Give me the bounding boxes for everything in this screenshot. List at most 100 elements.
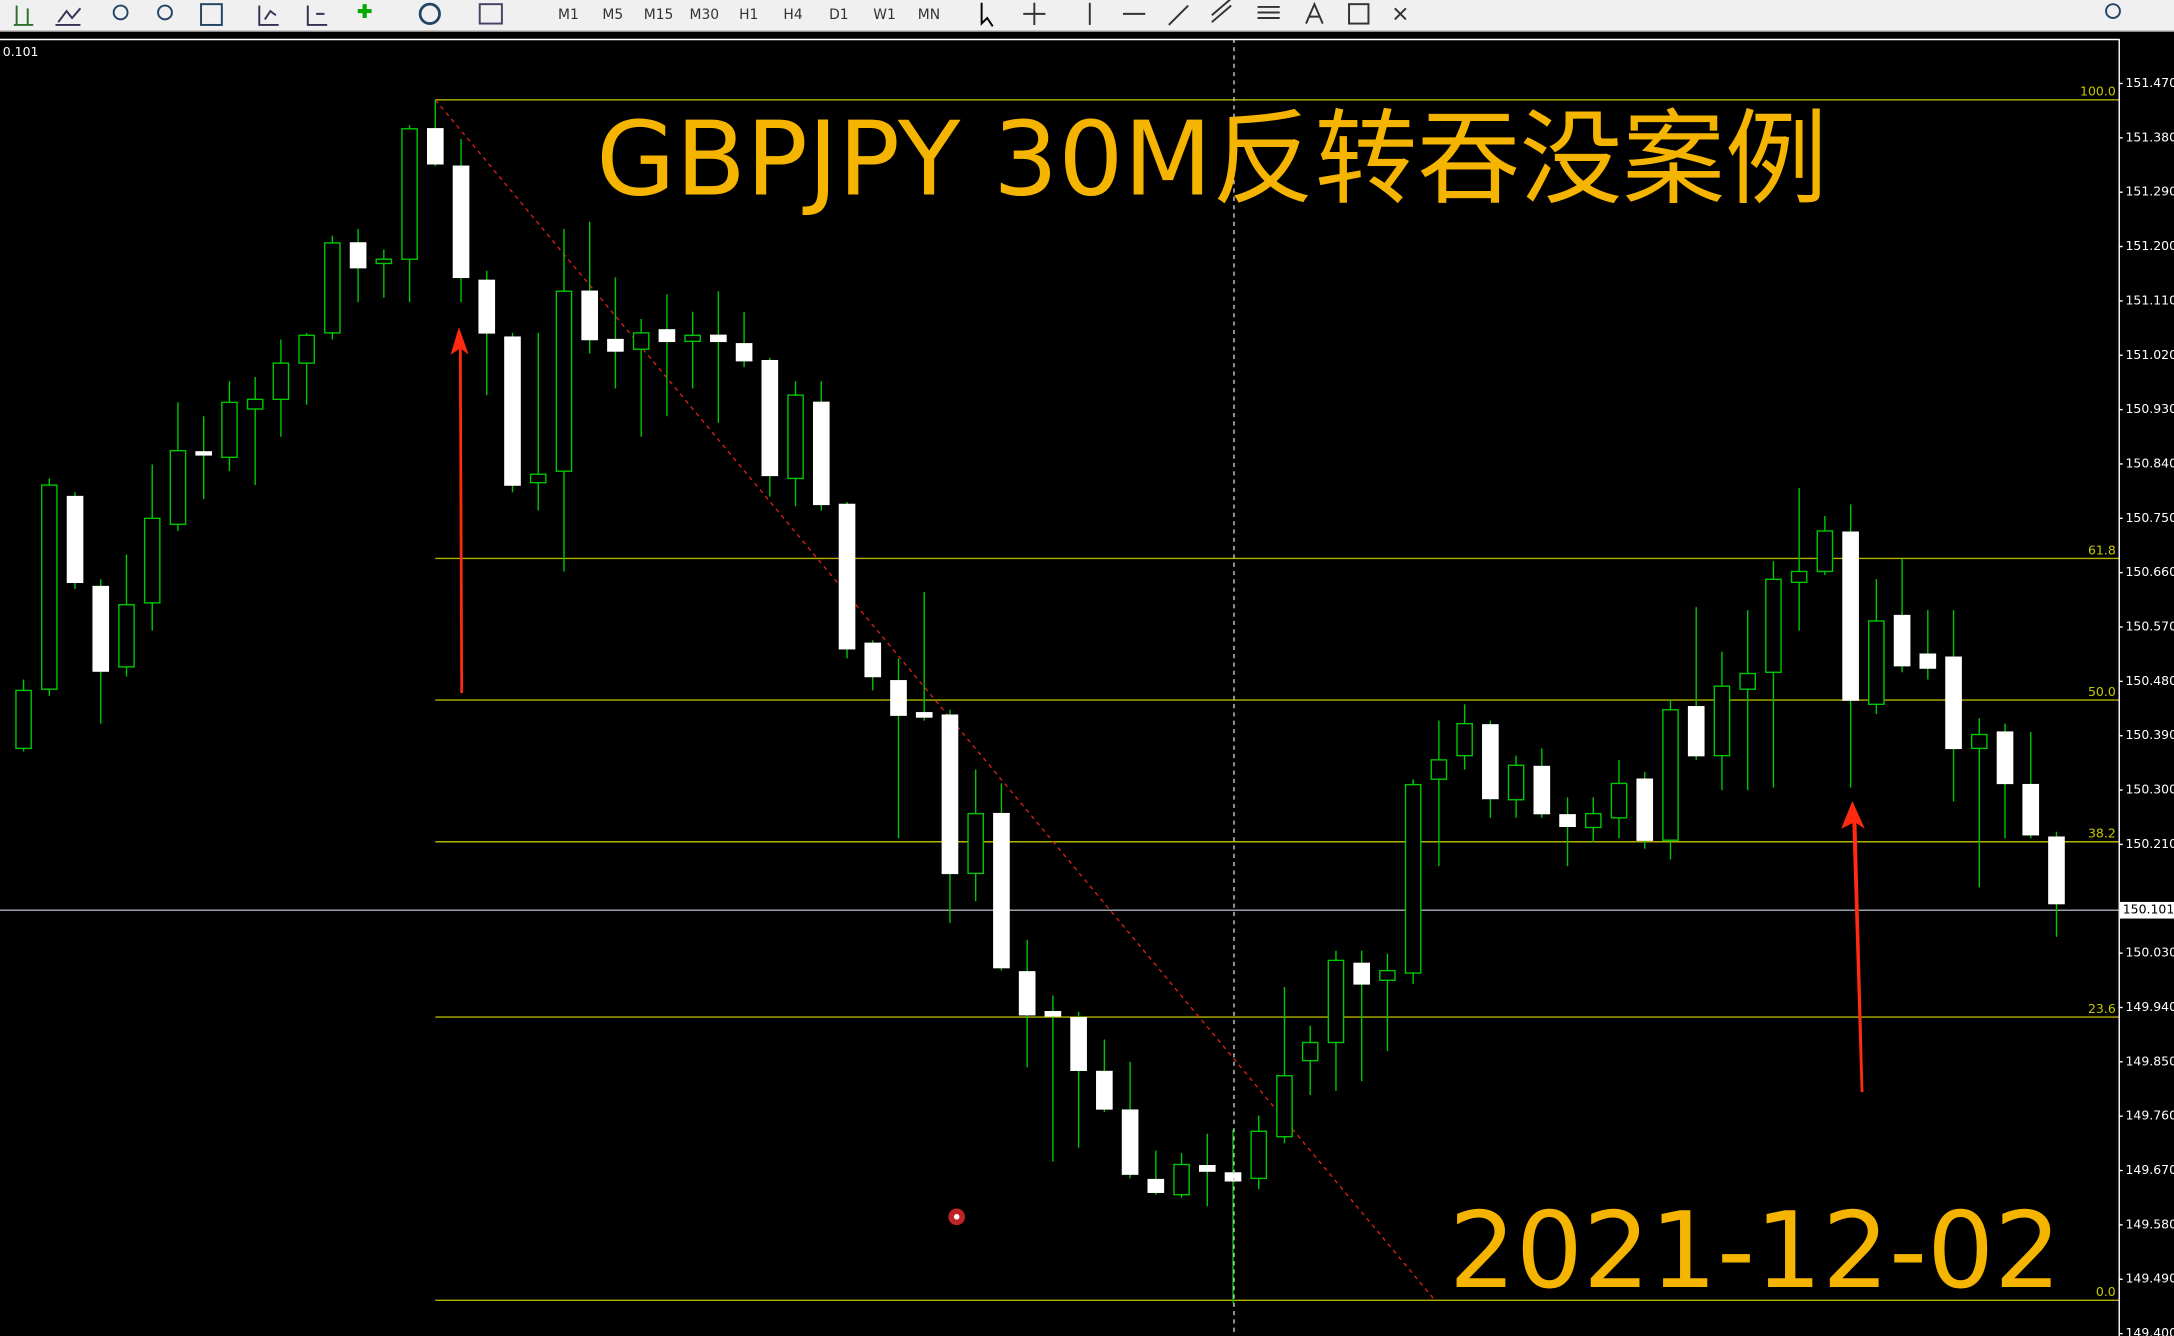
period-button[interactable]: M1 [558, 7, 579, 23]
y-tick-label: 151.110 [2125, 292, 2174, 307]
candle-body [993, 812, 1010, 969]
current-price-box [2119, 901, 2174, 919]
toolbar: M1 M5 M15 M30 H1 H4 D1 W1 MN [0, 0, 2174, 32]
y-tick-label: 151.470 [2125, 75, 2174, 90]
candle-body [890, 680, 907, 716]
candle-body [401, 128, 418, 260]
candle-body [529, 473, 547, 484]
candle-body [1250, 1130, 1268, 1180]
candle-body [92, 585, 110, 672]
candle-body [1868, 620, 1885, 706]
candle-body [143, 517, 161, 604]
candle-body [787, 394, 804, 480]
arrow [450, 327, 469, 693]
candle-body [349, 242, 367, 269]
candle-body [838, 503, 856, 650]
candle-body [1198, 1165, 1216, 1172]
period-button[interactable]: H1 [739, 7, 758, 23]
icon-channel[interactable] [1211, 0, 1232, 23]
candle-body [1687, 706, 1705, 757]
candle-body [632, 332, 650, 350]
candle-body [1790, 570, 1808, 584]
candle-body [710, 334, 727, 343]
chart-title: GBPJPY 30M反转吞没案例 [596, 101, 1827, 220]
candle-body [169, 449, 187, 526]
candle-body [658, 329, 676, 343]
candle-body [272, 362, 290, 401]
period-button[interactable]: M15 [644, 7, 674, 23]
y-tick-label: 149.580 [2125, 1216, 2174, 1231]
candle-body [1507, 764, 1525, 801]
icon-zoom-in[interactable] [112, 4, 129, 21]
fib-label: 100.0 [2080, 84, 2116, 99]
icon-crosshair[interactable] [1023, 2, 1046, 25]
y-tick-label: 150.030 [2125, 945, 2174, 960]
icon-shift[interactable] [258, 5, 279, 26]
period-button[interactable]: D1 [829, 7, 849, 23]
candle-body [1224, 1172, 1242, 1182]
candle-body [375, 258, 393, 265]
y-tick-label: 149.400 [2125, 1325, 2174, 1336]
candle-body [967, 812, 985, 875]
icon-fibo[interactable] [1257, 5, 1280, 19]
candle-body [684, 334, 701, 343]
period-button[interactable]: M30 [690, 7, 720, 23]
candle-body [1070, 1017, 1087, 1071]
candle-body [246, 398, 264, 410]
icon-search[interactable] [2105, 3, 2121, 19]
icon-indicators[interactable] [357, 4, 372, 19]
candle-body [1919, 653, 1937, 669]
candle-body [66, 495, 84, 584]
icon-periods[interactable] [418, 2, 441, 25]
icon-shapes[interactable] [1394, 7, 1407, 21]
candle-body [1482, 724, 1499, 800]
candle-body [1533, 765, 1551, 815]
icon-text[interactable] [1305, 1, 1324, 24]
candle-body [1713, 685, 1731, 757]
icon-trendline[interactable] [1168, 4, 1189, 26]
candle-body [1121, 1109, 1139, 1175]
icon-label[interactable] [1348, 3, 1370, 25]
candle-body [1301, 1041, 1319, 1062]
candle-body [15, 689, 32, 750]
candle-body [452, 165, 470, 279]
fib-label: 23.6 [2088, 1001, 2116, 1016]
period-button[interactable]: W1 [873, 7, 896, 23]
icon-tile[interactable] [200, 3, 223, 26]
icon-autoscroll[interactable] [306, 5, 328, 26]
y-tick-label: 150.570 [2125, 619, 2174, 634]
candle-body [1404, 783, 1422, 974]
icon-templates[interactable] [478, 3, 503, 25]
icon-cursor[interactable] [980, 2, 994, 27]
candle-body [1327, 959, 1345, 1044]
period-button[interactable]: MN [918, 7, 940, 23]
candle-body [1044, 1011, 1062, 1017]
cursor-dot-center [953, 1214, 960, 1220]
y-tick-label: 150.930 [2125, 401, 2174, 416]
y-tick-label: 149.940 [2125, 999, 2174, 1014]
candle-body [761, 359, 779, 477]
fib-label: 38.2 [2088, 826, 2116, 841]
y-tick-label: 149.850 [2125, 1053, 2174, 1068]
icon-line[interactable] [55, 7, 82, 26]
fib-trendline [434, 99, 1436, 1301]
candle-body [581, 290, 599, 341]
candle-body [864, 642, 882, 678]
period-button[interactable]: M5 [602, 7, 623, 23]
candle-body [195, 451, 213, 456]
candle-body [298, 334, 315, 364]
y-tick-label: 151.290 [2125, 184, 2174, 199]
icon-bars[interactable] [13, 5, 34, 26]
candle-body [1559, 814, 1576, 827]
candle-body [221, 401, 238, 459]
toolbar-bg [0, 0, 2174, 31]
y-tick-label: 151.380 [2125, 129, 2174, 144]
arrow [1841, 801, 1865, 1093]
candle-body [1096, 1070, 1113, 1110]
candle-body [1276, 1075, 1293, 1138]
candle-body [1018, 971, 1036, 1016]
period-button[interactable]: H4 [783, 7, 802, 23]
icon-zoom-out[interactable] [157, 4, 173, 21]
candle-body [555, 290, 573, 472]
